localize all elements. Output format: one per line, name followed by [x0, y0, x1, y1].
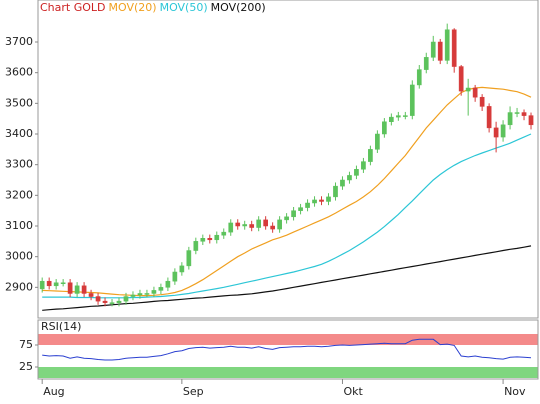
y-tick-label: 3400: [5, 127, 33, 140]
candle-body: [521, 112, 527, 116]
candle-body: [221, 231, 227, 236]
x-tick-label: Nov: [504, 385, 526, 398]
candle-body: [333, 185, 338, 198]
y-tick-label: 3500: [5, 96, 33, 109]
candle-body: [144, 293, 150, 295]
candle-body: [389, 116, 394, 122]
y-tick-label: 3200: [5, 188, 33, 201]
legend-entry: MOV(200): [211, 1, 266, 14]
candle-body: [116, 300, 122, 303]
candle-body: [319, 199, 324, 202]
candle-body: [354, 169, 359, 176]
candle-body: [88, 293, 94, 297]
candle-body: [430, 41, 436, 58]
legend: Chart GOLD MOV(20) MOV(50) MOV(200): [40, 1, 266, 14]
rsi-title: RSI(14): [41, 320, 81, 333]
candle-body: [242, 224, 248, 227]
candle-body: [200, 238, 206, 242]
candle-body: [347, 175, 352, 181]
moving-average-line: [42, 86, 532, 297]
candle-body: [409, 84, 415, 116]
x-tick-label: Okt: [343, 385, 363, 398]
x-tick-label: Aug: [43, 385, 64, 398]
candle-body: [402, 115, 408, 117]
y-tick-label: 3000: [5, 250, 33, 263]
moving-average-line: [42, 245, 532, 311]
candle-body: [109, 302, 115, 304]
candle-body: [39, 280, 45, 290]
candle-body: [130, 294, 136, 297]
candle-body: [514, 112, 520, 114]
candle-body: [249, 224, 255, 228]
x-tick-label: Sep: [183, 385, 204, 398]
candle-body: [451, 29, 457, 67]
candle-body: [95, 296, 101, 302]
y-tick-label: 2900: [5, 280, 33, 293]
candle-body: [472, 87, 478, 98]
candle-body: [74, 285, 80, 294]
candle-body: [507, 112, 513, 126]
y-tick-label: 3700: [5, 35, 33, 48]
candle-body: [528, 115, 534, 126]
candle-body: [179, 265, 185, 273]
candle-body: [416, 69, 422, 86]
candle-body: [291, 210, 296, 218]
y-tick-label: 3300: [5, 158, 33, 171]
oversold-band: [38, 367, 538, 378]
candle-body: [340, 179, 345, 187]
legend-entry: MOV(20): [109, 1, 157, 14]
candle-body: [102, 300, 108, 303]
candle-body: [298, 207, 303, 211]
candle-body: [375, 133, 380, 150]
candle-body: [228, 222, 234, 233]
candle-body: [479, 96, 485, 107]
y-tick-label: 3600: [5, 66, 33, 79]
candle-body: [81, 285, 87, 294]
candle-body: [500, 124, 506, 138]
candle-body: [186, 250, 192, 267]
candle-body: [368, 149, 373, 162]
candle-body: [437, 41, 443, 61]
chart-title: Chart GOLD: [40, 1, 106, 14]
overbought-band: [38, 334, 538, 345]
rsi-line: [42, 338, 532, 361]
candle-body: [493, 127, 499, 138]
candle-body: [158, 287, 164, 291]
candle-body: [53, 282, 59, 287]
candle-body: [486, 106, 492, 129]
candle-body: [312, 199, 317, 204]
y-tick-label: 25: [19, 360, 33, 373]
candle-body: [172, 271, 178, 282]
candle-body: [67, 282, 73, 294]
candle-body: [46, 280, 52, 287]
y-tick-label: 3100: [5, 219, 33, 232]
candle-body: [123, 296, 129, 302]
candle-body: [137, 293, 143, 296]
candle-body: [284, 216, 289, 221]
candle-body: [165, 280, 171, 288]
candle-body: [277, 219, 282, 230]
candle-body: [256, 219, 262, 228]
candle-body: [151, 290, 157, 294]
candle-body: [207, 238, 213, 241]
candle-body: [60, 282, 66, 284]
candle-body: [423, 57, 429, 70]
candle-body: [465, 87, 471, 92]
candle-body: [263, 219, 268, 227]
y-tick-label: 75: [19, 338, 33, 351]
candle-body: [235, 222, 241, 227]
candle-body: [395, 115, 401, 118]
candle-body: [444, 29, 450, 61]
candle-body: [270, 225, 275, 230]
main-panel: [37, 0, 539, 319]
candle-body: [326, 196, 331, 202]
candle-body: [382, 121, 387, 135]
candle-body: [214, 234, 220, 241]
candle-body: [305, 202, 310, 208]
candle-body: [193, 241, 199, 251]
legend-entry: MOV(50): [160, 1, 208, 14]
candle-body: [458, 66, 464, 92]
candle-body: [361, 161, 366, 170]
